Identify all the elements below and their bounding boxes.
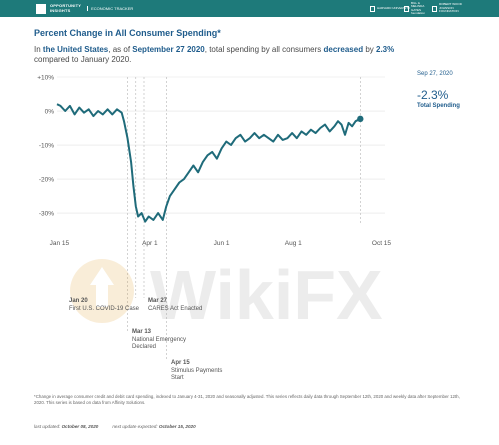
event-national-emergency: Mar 13 National Emergency Declared (132, 329, 202, 352)
last-updated: last updated: October 08, 2020 (34, 424, 99, 429)
latest-series-label: Total Spending (417, 103, 460, 109)
partner-logo-rwjf[interactable]: ROBERT WOOD JOHNSON FOUNDATION (432, 2, 469, 14)
harvard-shield-icon (370, 5, 375, 12)
location-selector[interactable]: the United States (42, 45, 109, 54)
chart-title: Percent Change in All Consumer Spending* (34, 28, 221, 38)
chart-subtitle: In the United States, as of September 27… (34, 45, 395, 64)
latest-value-marker[interactable] (357, 115, 364, 123)
x-tick-label: Oct 15 (372, 240, 392, 247)
x-tick-label: Jan 15 (50, 240, 70, 247)
footnote: *Change in average consumer credit and d… (34, 394, 460, 405)
y-tick-label: -30% (39, 211, 54, 218)
x-tick-label: Aug 1 (285, 240, 302, 247)
logo-mark-icon (36, 3, 46, 14)
event-first-covid-case: Jan 20 First U.S. COVID-19 Case (69, 298, 139, 313)
update-info: last updated: October 08, 2020 next upda… (34, 424, 196, 429)
event-stimulus-payments: Apr 15 Stimulus Payments Start (171, 360, 235, 383)
event-text: CARES Act Enacted (148, 305, 203, 312)
logo-line2: INSIGHTS (50, 7, 71, 13)
partner-logo-gates[interactable]: BILL & MELINDA GATES foundation (404, 0, 429, 15)
logo-line1: OPPORTUNITY (50, 3, 82, 8)
direction-text: decreased (323, 45, 364, 54)
partner-name: ROBERT WOOD JOHNSON FOUNDATION (439, 2, 462, 14)
event-date: Mar 13 (132, 329, 152, 335)
event-cares-act: Mar 27 CARES Act Enacted (148, 298, 202, 313)
y-tick-label: -10% (39, 143, 54, 150)
total-spending-line (56, 103, 361, 223)
site-header: OPPORTUNITY INSIGHTS ECONOMIC TRACKER HA… (0, 0, 499, 17)
date-selector[interactable]: September 27 2020 (132, 45, 205, 54)
gates-logo-icon (404, 5, 409, 12)
event-text: Stimulus Payments Start (171, 367, 223, 382)
latest-date: Sep 27, 2020 (417, 71, 453, 77)
site-logo[interactable]: OPPORTUNITY INSIGHTS ECONOMIC TRACKER (36, 3, 133, 14)
x-tick-label: Apr 1 (142, 240, 158, 247)
partner-logo-harvard[interactable]: HARVARD UNIVERSITY (370, 4, 410, 13)
next-update: next update expected: October 15, 2020 (112, 424, 196, 429)
partner-name: HARVARD UNIVERSITY (377, 5, 411, 10)
event-date: Jan 20 (69, 298, 88, 304)
y-tick-label: -20% (39, 177, 54, 184)
latest-value: -2.3% (417, 88, 449, 102)
event-date: Apr 15 (171, 360, 190, 366)
partner-name: BILL & MELINDA GATES foundation (411, 0, 426, 15)
y-tick-label: 0% (45, 109, 55, 116)
event-date: Mar 27 (148, 298, 168, 304)
event-text: National Emergency Declared (132, 336, 187, 351)
y-tick-label: +10% (37, 75, 54, 82)
x-tick-label: Jun 1 (214, 240, 230, 247)
logo-subtitle: ECONOMIC TRACKER (87, 6, 133, 11)
event-text: First U.S. COVID-19 Case (69, 305, 140, 312)
amount-text: 2.3% (376, 45, 395, 54)
rwjf-logo-icon (432, 5, 437, 12)
